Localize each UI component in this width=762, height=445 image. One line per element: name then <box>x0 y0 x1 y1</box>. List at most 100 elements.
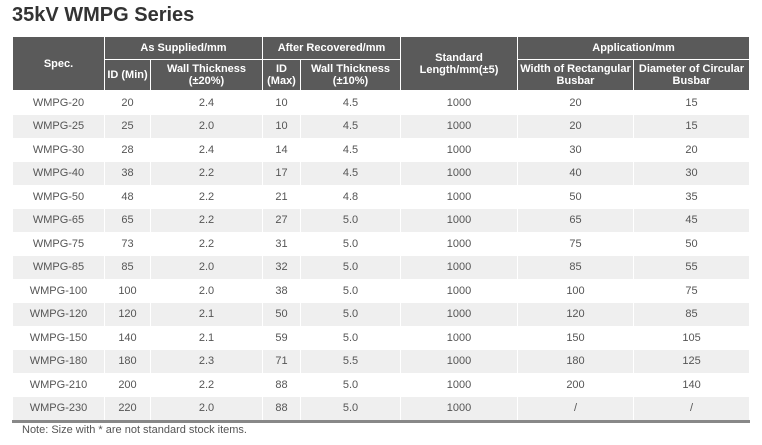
table-cell: 125 <box>632 349 751 373</box>
table-cell: 45 <box>632 208 751 232</box>
table-row: WMPG-230 220 2.0 88 5.0 1000// <box>12 396 751 423</box>
table-cell: 1000 <box>400 161 518 185</box>
table-cell: 75 <box>632 279 751 303</box>
table-cell: 1000 <box>400 90 518 115</box>
table-cell: 2.4 <box>150 90 263 115</box>
table-cell: 20 <box>104 90 151 115</box>
header-as-supplied: As Supplied/mm <box>104 36 263 60</box>
table-cell: 2.4 <box>150 138 263 162</box>
table-cell: 35 <box>632 185 751 209</box>
table-cell: 21 <box>262 185 301 209</box>
table-cell: 1000 <box>400 349 518 373</box>
table-cell: WMPG-210 <box>12 373 105 397</box>
table-cell: 73 <box>104 232 151 256</box>
table-cell: WMPG-150 <box>12 326 105 350</box>
table-cell: 140 <box>632 373 751 397</box>
header-wall-10: Wall Thickness (±10%) <box>300 59 401 91</box>
table-cell: 2.2 <box>150 232 263 256</box>
table-cell: WMPG-230 <box>12 396 105 423</box>
table-cell: 75 <box>517 232 634 256</box>
table-cell: 1000 <box>400 326 518 350</box>
table-cell: 10 <box>262 114 301 138</box>
header-rect-busbar: Width of Rectangular Busbar <box>517 59 634 91</box>
table-cell: 100 <box>104 279 151 303</box>
table-row: WMPG-150 140 2.1 59 5.0 1000 150 105 <box>12 326 751 350</box>
page-title: 35kV WMPG Series <box>12 4 195 26</box>
table-cell: 50 <box>262 302 301 326</box>
table-cell: 1000 <box>400 373 518 397</box>
table-cell: 48 <box>104 185 151 209</box>
table-cell: 105 <box>632 326 751 350</box>
table-cell: 2.0 <box>150 255 263 279</box>
table-cell: 4.5 <box>300 161 401 185</box>
table-row: WMPG-210 200 2.2 88 5.0 1000 200 140 <box>12 373 751 397</box>
table-cell: 5.0 <box>300 232 401 256</box>
table-cell: 1000 <box>400 302 518 326</box>
table-cell: 71 <box>262 349 301 373</box>
table-cell: 20 <box>517 114 634 138</box>
table-cell: 2.2 <box>150 185 263 209</box>
table-cell: 100 <box>517 279 634 303</box>
table-cell: 32 <box>262 255 301 279</box>
table-cell: 5.0 <box>300 326 401 350</box>
table-cell: 1000 <box>400 232 518 256</box>
table-cell: 65 <box>104 208 151 232</box>
table-cell: 65 <box>517 208 634 232</box>
header-spec: Spec. <box>12 36 105 91</box>
table-row: WMPG-50 48 2.2 21 4.8 1000 50 35 <box>12 185 751 209</box>
table-cell: 1000 <box>400 279 518 303</box>
table-cell: 2.0 <box>150 114 263 138</box>
table-cell: 85 <box>104 255 151 279</box>
table-cell: WMPG-20 <box>12 90 105 115</box>
table-cell: 5.0 <box>300 279 401 303</box>
table-cell: 140 <box>104 326 151 350</box>
header-id-max: ID (Max) <box>262 59 301 91</box>
table-cell: 88 <box>262 396 301 423</box>
table-cell: 1000 <box>400 185 518 209</box>
table-row: WMPG-25 25 2.0 10 4.5 1000 20 15 <box>12 114 751 138</box>
table-cell: 200 <box>104 373 151 397</box>
header-after-recovered: After Recovered/mm <box>262 36 401 60</box>
table-cell: WMPG-30 <box>12 138 105 162</box>
table-cell: 180 <box>104 349 151 373</box>
table-row: WMPG-120 120 2.1 50 5.0 1000 120 85 <box>12 302 751 326</box>
table-row: WMPG-65 65 2.2 27 5.0 1000 65 45 <box>12 208 751 232</box>
table-cell: 2.0 <box>150 396 263 423</box>
spec-table: Spec. As Supplied/mm After Recovered/mm … <box>12 36 751 423</box>
table-cell: 30 <box>517 138 634 162</box>
header-wall-20: Wall Thickness (±20%) <box>150 59 263 91</box>
table-cell: 5.0 <box>300 373 401 397</box>
table-cell: 1000 <box>400 114 518 138</box>
table-cell: 120 <box>517 302 634 326</box>
table-cell: 220 <box>104 396 151 423</box>
table-cell: 2.1 <box>150 302 263 326</box>
table-cell: 38 <box>262 279 301 303</box>
footnote: Note: Size with * are not standard stock… <box>22 424 247 436</box>
table-cell: 50 <box>632 232 751 256</box>
table-cell: 20 <box>517 90 634 115</box>
table-cell: 2.2 <box>150 373 263 397</box>
table-cell: 5.0 <box>300 302 401 326</box>
table-cell: 2.1 <box>150 326 263 350</box>
table-cell: 1000 <box>400 396 518 423</box>
table-cell: 5.0 <box>300 208 401 232</box>
table-cell: 14 <box>262 138 301 162</box>
table-cell: 5.5 <box>300 349 401 373</box>
table-cell: WMPG-100 <box>12 279 105 303</box>
table-cell: 28 <box>104 138 151 162</box>
header-circ-busbar: Diameter of Circular Busbar <box>632 59 751 91</box>
table-cell: WMPG-120 <box>12 302 105 326</box>
header-application: Application/mm <box>516 36 751 60</box>
table-row: WMPG-75 73 2.2 31 5.0 1000 75 50 <box>12 232 751 256</box>
table-cell: 4.5 <box>300 138 401 162</box>
table-cell: WMPG-75 <box>12 232 105 256</box>
table-cell: 85 <box>517 255 634 279</box>
table-cell: 180 <box>517 349 634 373</box>
table-cell: WMPG-65 <box>12 208 105 232</box>
table-row: WMPG-40 38 2.2 17 4.5 1000 40 30 <box>12 161 751 185</box>
table-cell: 2.2 <box>150 161 263 185</box>
table-cell: 15 <box>632 114 751 138</box>
table-cell: 1000 <box>400 208 518 232</box>
table-cell: WMPG-50 <box>12 185 105 209</box>
table-cell: 31 <box>262 232 301 256</box>
